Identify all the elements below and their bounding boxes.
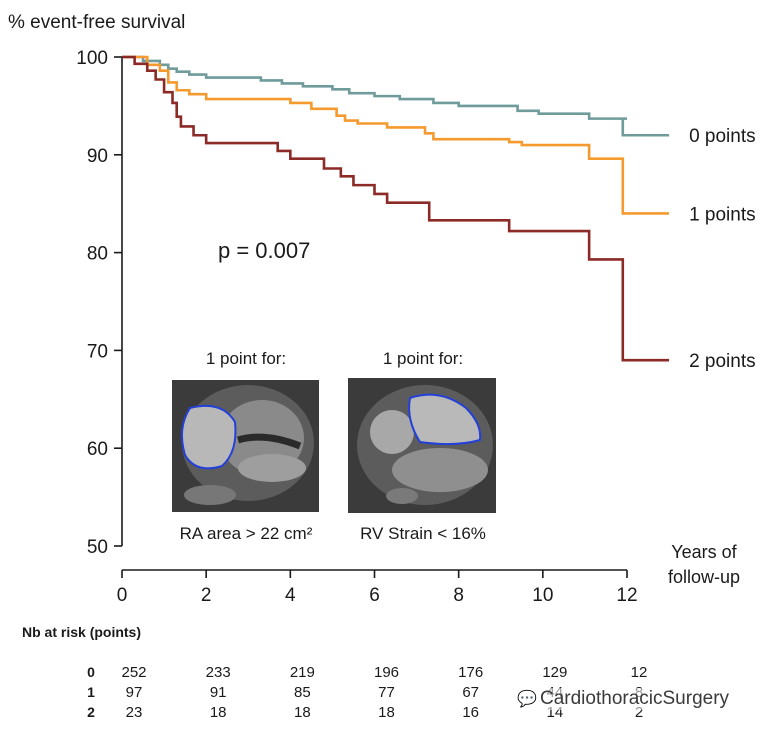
risk-row-label: 0 [87,664,95,680]
risk-cell: 67 [462,684,479,701]
risk-row: 0 252 233 219 196 176 129 12 [0,664,777,684]
inset-caption: RV Strain < 16% [360,524,486,543]
inset-ra-area: 1 point for: RA area > 22 cm² [172,349,319,543]
x-axis-label-line2: follow-up [668,567,740,587]
wechat-icon: 💬 [517,691,537,708]
mri-4-chamber-rv-outline [348,378,496,513]
risk-cell: 2 [634,704,644,721]
risk-cell: 196 [373,664,400,681]
watermark-text: CardiothoracicSurgery [540,688,730,709]
x-tick-label: 8 [453,585,464,606]
risk-cell: 252 [121,664,147,681]
y-tick-label: 60 [87,439,108,460]
axes: 50 60 70 80 90 100 0 2 4 6 8 10 12 [76,48,637,606]
x-tick-label: 4 [285,585,296,606]
risk-row-label: 1 [87,684,95,700]
risk-cell: 176 [458,664,484,681]
y-axis-label: % event-free survival [8,12,185,33]
series-label-1: 1 points [689,204,756,225]
risk-table-title: Nb at risk (points) [22,624,142,640]
risk-cell: 97 [125,684,143,701]
y-tick-label: 70 [87,341,108,362]
inset-title: 1 point for: [206,349,286,368]
risk-cell: 18 [293,704,311,721]
risk-cell: 12 [630,664,648,681]
risk-row: 2 23 18 18 18 16 14 2 [0,704,777,724]
watermark: 💬 CardiothoracicSurgery [510,688,734,710]
series-line-2 [122,55,670,362]
x-axis-label-line1: Years of [671,542,737,562]
risk-row-label: 2 [87,704,95,720]
p-value-annotation: p = 0.007 [218,238,310,263]
x-tick-label: 0 [117,585,128,606]
series-label-2: 2 points [689,351,756,372]
x-tick-label: 6 [369,585,380,606]
risk-cell: 77 [378,684,395,701]
inset-caption: RA area > 22 cm² [180,524,313,543]
risk-cell: 91 [209,684,227,701]
y-tick-label: 100 [76,48,108,69]
x-tick-label: 12 [616,585,637,606]
risk-cell: 16 [462,704,479,721]
series-label-0: 0 points [689,126,756,147]
y-tick-label: 90 [87,146,108,167]
inset-title: 1 point for: [383,349,463,368]
y-tick-label: 50 [87,537,108,558]
x-tick-label: 2 [201,585,212,606]
km-chart: % event-free survival 50 60 70 80 90 100 0 2 4 6 8… [8,12,756,606]
risk-cell: 219 [289,664,315,681]
y-tick-label: 80 [87,244,108,265]
risk-cell: 23 [125,704,143,721]
risk-cell: 18 [209,704,227,721]
risk-cell: 18 [378,704,395,721]
mri-4-chamber-ra-outline [172,380,319,512]
series-line-0 [122,55,670,137]
survival-curves: 0 points 1 points 2 points [122,55,756,372]
risk-cell: 129 [542,664,568,681]
series-line-1 [122,55,670,215]
x-tick-label: 10 [532,585,553,606]
inset-rv-strain: 1 point for: RV Strain < 16% [348,349,496,543]
risk-cell: 85 [293,684,311,701]
risk-cell: 233 [205,664,231,681]
